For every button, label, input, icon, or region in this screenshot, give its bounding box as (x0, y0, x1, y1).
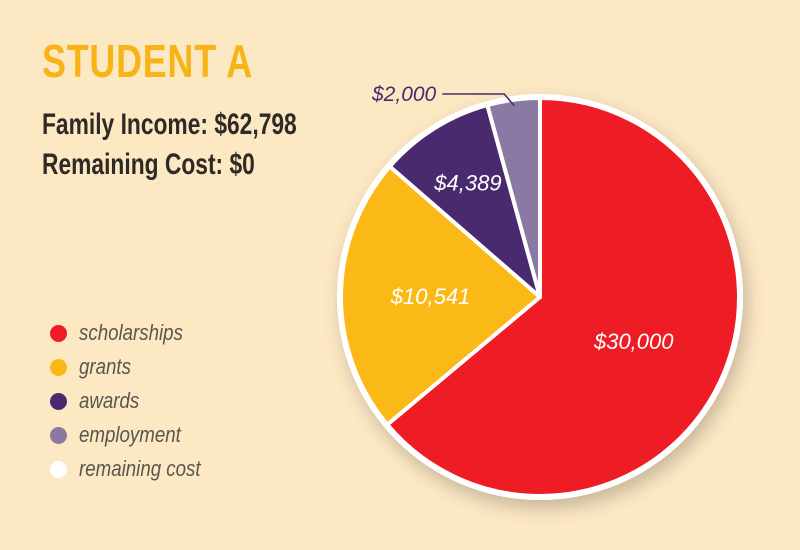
legend-swatch (50, 358, 67, 376)
slice-label-grants: $10,541 (390, 284, 471, 309)
legend-label: awards (79, 388, 140, 413)
pie-slice-scholarships (385, 96, 741, 498)
pie-slice-employment (485, 96, 542, 299)
pie-slice-grants (339, 164, 542, 427)
legend-swatch (50, 392, 67, 410)
pie-labels: $30,000 $10,541 $4,389 $2,000 (371, 83, 674, 354)
legend-label: employment (79, 422, 181, 447)
legend-swatch (50, 460, 67, 478)
slice-label-employment: $2,000 (371, 83, 437, 106)
slice-label-awards: $4,389 (433, 170, 501, 195)
pie-slice-awards (387, 103, 542, 299)
legend-item-scholarships: scholarships (50, 316, 222, 350)
slice-label-scholarships: $30,000 (593, 329, 674, 354)
legend-item-awards: awards (50, 384, 222, 418)
family-income-text: Family Income: $62,798 (42, 108, 297, 141)
page-title: STUDENT A (42, 35, 254, 87)
legend-item-remaining-cost: remaining cost (50, 452, 222, 486)
legend-swatch (50, 426, 67, 444)
chart-legend: scholarships grants awards employment re… (50, 316, 222, 486)
legend-label: scholarships (79, 320, 183, 345)
legend-item-employment: employment (50, 418, 222, 452)
legend-label: grants (79, 354, 131, 379)
pie-slices (337, 94, 743, 500)
remaining-cost-text: Remaining Cost: $0 (42, 148, 255, 181)
legend-item-grants: grants (50, 350, 222, 384)
callout-line (442, 93, 515, 107)
legend-swatch (50, 324, 67, 342)
legend-label: remaining cost (79, 456, 201, 481)
